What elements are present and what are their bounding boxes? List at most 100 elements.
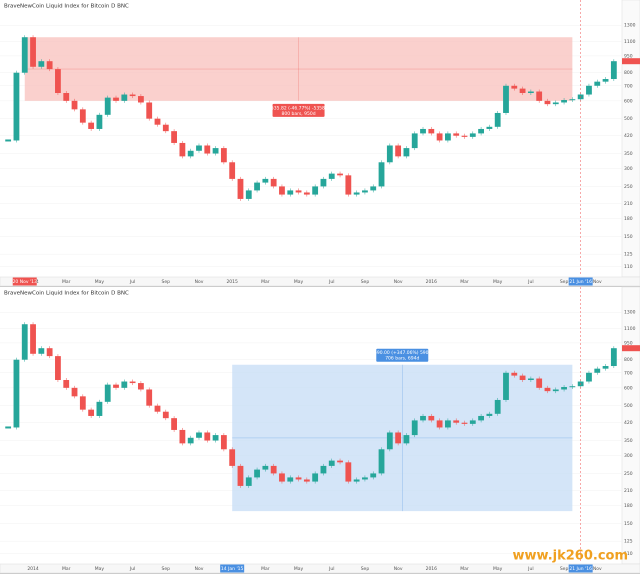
candle — [30, 37, 36, 67]
candle — [453, 133, 460, 136]
candle — [196, 432, 202, 438]
candle — [71, 100, 78, 110]
candle — [436, 420, 443, 428]
candle — [594, 368, 601, 373]
y-tick-label: 150 — [624, 521, 633, 527]
candle — [146, 102, 153, 119]
candle — [13, 72, 20, 141]
last-price-marker — [622, 58, 640, 65]
candle — [386, 432, 393, 450]
candle — [204, 432, 211, 441]
x-tick-label: Mar — [261, 279, 270, 285]
candle — [395, 145, 402, 157]
candle — [5, 426, 12, 429]
candle — [428, 415, 435, 421]
x-tick-label: Nov — [593, 279, 602, 285]
candle — [279, 473, 285, 482]
candle — [494, 112, 501, 127]
candle — [295, 477, 302, 480]
candle — [486, 413, 493, 416]
candle — [328, 460, 335, 466]
candle — [212, 435, 219, 441]
candle — [220, 148, 227, 163]
candle — [536, 91, 543, 101]
x-tick-label: May — [95, 566, 105, 572]
candle — [154, 405, 161, 412]
x-tick-label: 2016 — [426, 279, 438, 285]
candle — [527, 378, 534, 381]
candle — [187, 437, 194, 444]
candle — [370, 473, 377, 478]
candle — [30, 324, 36, 354]
candle — [469, 420, 476, 424]
y-tick-label: 1100 — [624, 326, 636, 332]
candle — [337, 173, 343, 176]
chart-panel: BraveNewCoin Liquid Index for Bitcoin D … — [0, 286, 640, 574]
candle — [411, 133, 418, 149]
axis-highlight: 21 Jun '16 — [569, 279, 592, 285]
candle — [13, 359, 20, 428]
candle — [146, 389, 153, 406]
candle — [113, 384, 119, 388]
candle — [503, 372, 509, 400]
candle — [63, 380, 70, 388]
measure-label-bg — [272, 103, 325, 117]
candle — [320, 465, 327, 474]
x-tick-label: Mar — [62, 279, 71, 285]
candle — [171, 418, 177, 430]
x-tick-label: Sep — [162, 279, 171, 285]
y-tick-label: 350 — [624, 151, 633, 157]
candle — [262, 178, 269, 183]
y-tick-label: 800 — [624, 357, 633, 363]
candle — [262, 465, 269, 470]
candle — [519, 375, 526, 381]
candle — [237, 465, 244, 486]
x-tick-label: Jul — [129, 566, 135, 572]
candle — [362, 190, 368, 193]
measure-sublabel: 706 bars, 694d — [385, 356, 419, 362]
candle — [353, 479, 360, 482]
measure-label: +590.00 (+347.06%) 59000 — [370, 350, 434, 356]
y-tick-label: 700 — [624, 370, 633, 376]
candle — [204, 145, 211, 154]
y-tick-label: 250 — [624, 184, 633, 190]
x-tick-label: Nov — [394, 279, 403, 285]
chart-panel: BraveNewCoin Liquid Index for Bitcoin D … — [0, 0, 640, 287]
candle — [378, 449, 385, 474]
candle — [544, 387, 551, 392]
y-tick-label: 500 — [624, 403, 633, 409]
candle — [138, 383, 144, 390]
y-tick-label: 500 — [624, 116, 633, 122]
candle — [461, 135, 468, 137]
candle — [88, 409, 95, 416]
candle — [121, 381, 128, 388]
measure-label: -535.82 (-46.77%) -53582 — [269, 105, 328, 111]
candle — [511, 372, 518, 376]
candle — [270, 178, 277, 187]
y-tick-label: 110 — [624, 264, 633, 270]
candle — [254, 469, 260, 478]
y-tick-label: 1300 — [624, 310, 636, 316]
y-tick-label: 420 — [624, 133, 633, 139]
candle — [561, 387, 567, 390]
candle — [552, 389, 559, 392]
candle — [171, 131, 177, 143]
candle — [403, 435, 410, 444]
candle — [187, 150, 194, 157]
candle — [478, 128, 484, 134]
candle — [245, 190, 252, 199]
measure-label-bg — [376, 348, 429, 362]
x-tick-label: Jul — [328, 279, 334, 285]
candle — [478, 415, 484, 421]
y-tick-label: 300 — [624, 166, 633, 172]
candle — [270, 465, 277, 474]
candle — [254, 182, 260, 191]
candle — [38, 61, 45, 67]
y-tick-label: 250 — [624, 471, 633, 477]
candle — [303, 192, 310, 195]
candle — [179, 429, 186, 444]
axis-highlight-bg — [12, 277, 37, 286]
candle — [436, 133, 443, 141]
x-tick-label: Mar — [460, 566, 469, 572]
